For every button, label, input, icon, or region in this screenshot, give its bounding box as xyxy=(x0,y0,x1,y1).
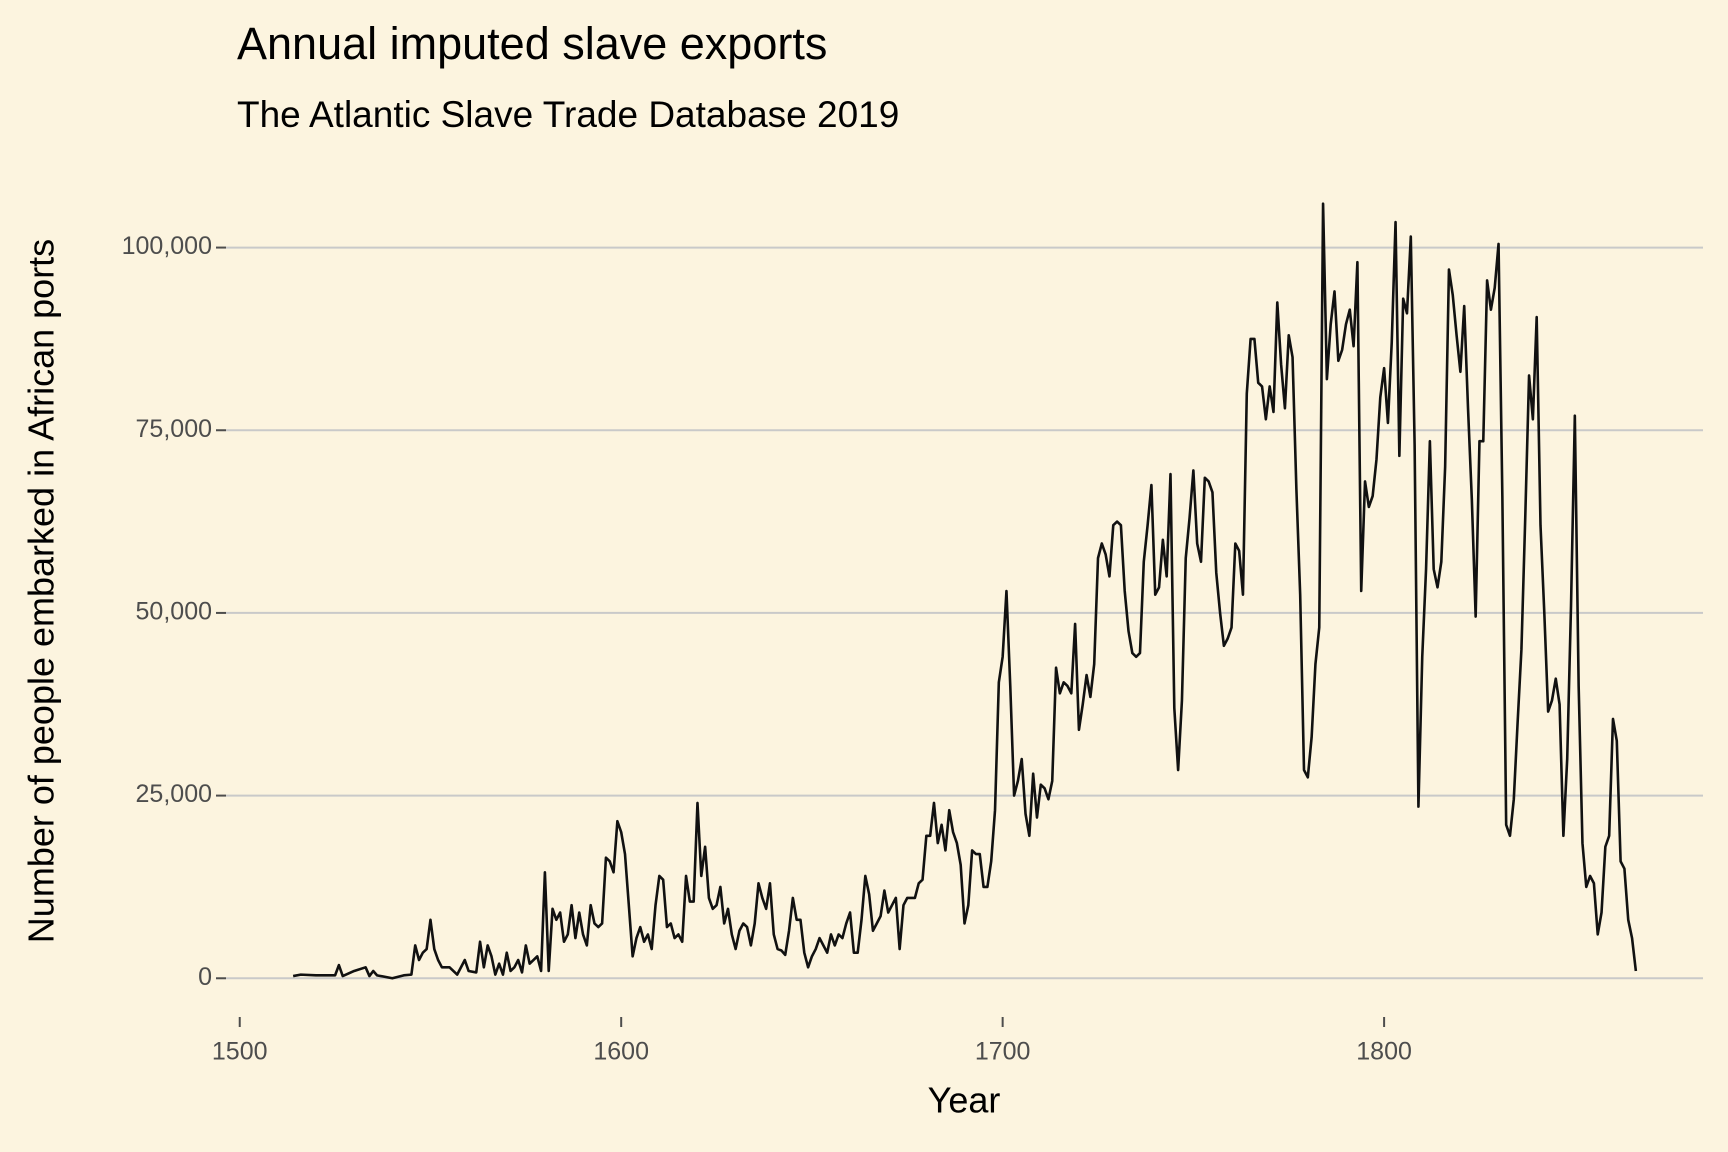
y-tick-label: 100,000 xyxy=(122,232,212,260)
x-tick-label: 1700 xyxy=(975,1038,1031,1066)
y-tick-label: 25,000 xyxy=(136,780,212,808)
chart-subtitle: The Atlantic Slave Trade Database 2019 xyxy=(237,94,899,135)
data-line xyxy=(292,202,1638,980)
y-axis-title: Number of people embarked in African por… xyxy=(21,239,62,943)
y-tick-label: 75,000 xyxy=(136,415,212,443)
x-tick-label: 1800 xyxy=(1356,1038,1412,1066)
plot xyxy=(292,202,1638,980)
y-tick-label: 0 xyxy=(198,963,212,991)
grid: 0 25,000 50,000 75,000 100,000 1500 1600 1700 18… xyxy=(122,232,1703,1066)
x-tick-label: 1500 xyxy=(212,1038,268,1066)
x-tick-label: 1600 xyxy=(593,1038,649,1066)
chart-title: Annual imputed slave exports xyxy=(237,18,827,69)
x-axis-title: Year xyxy=(928,1080,1001,1121)
y-tick-label: 50,000 xyxy=(136,598,212,626)
